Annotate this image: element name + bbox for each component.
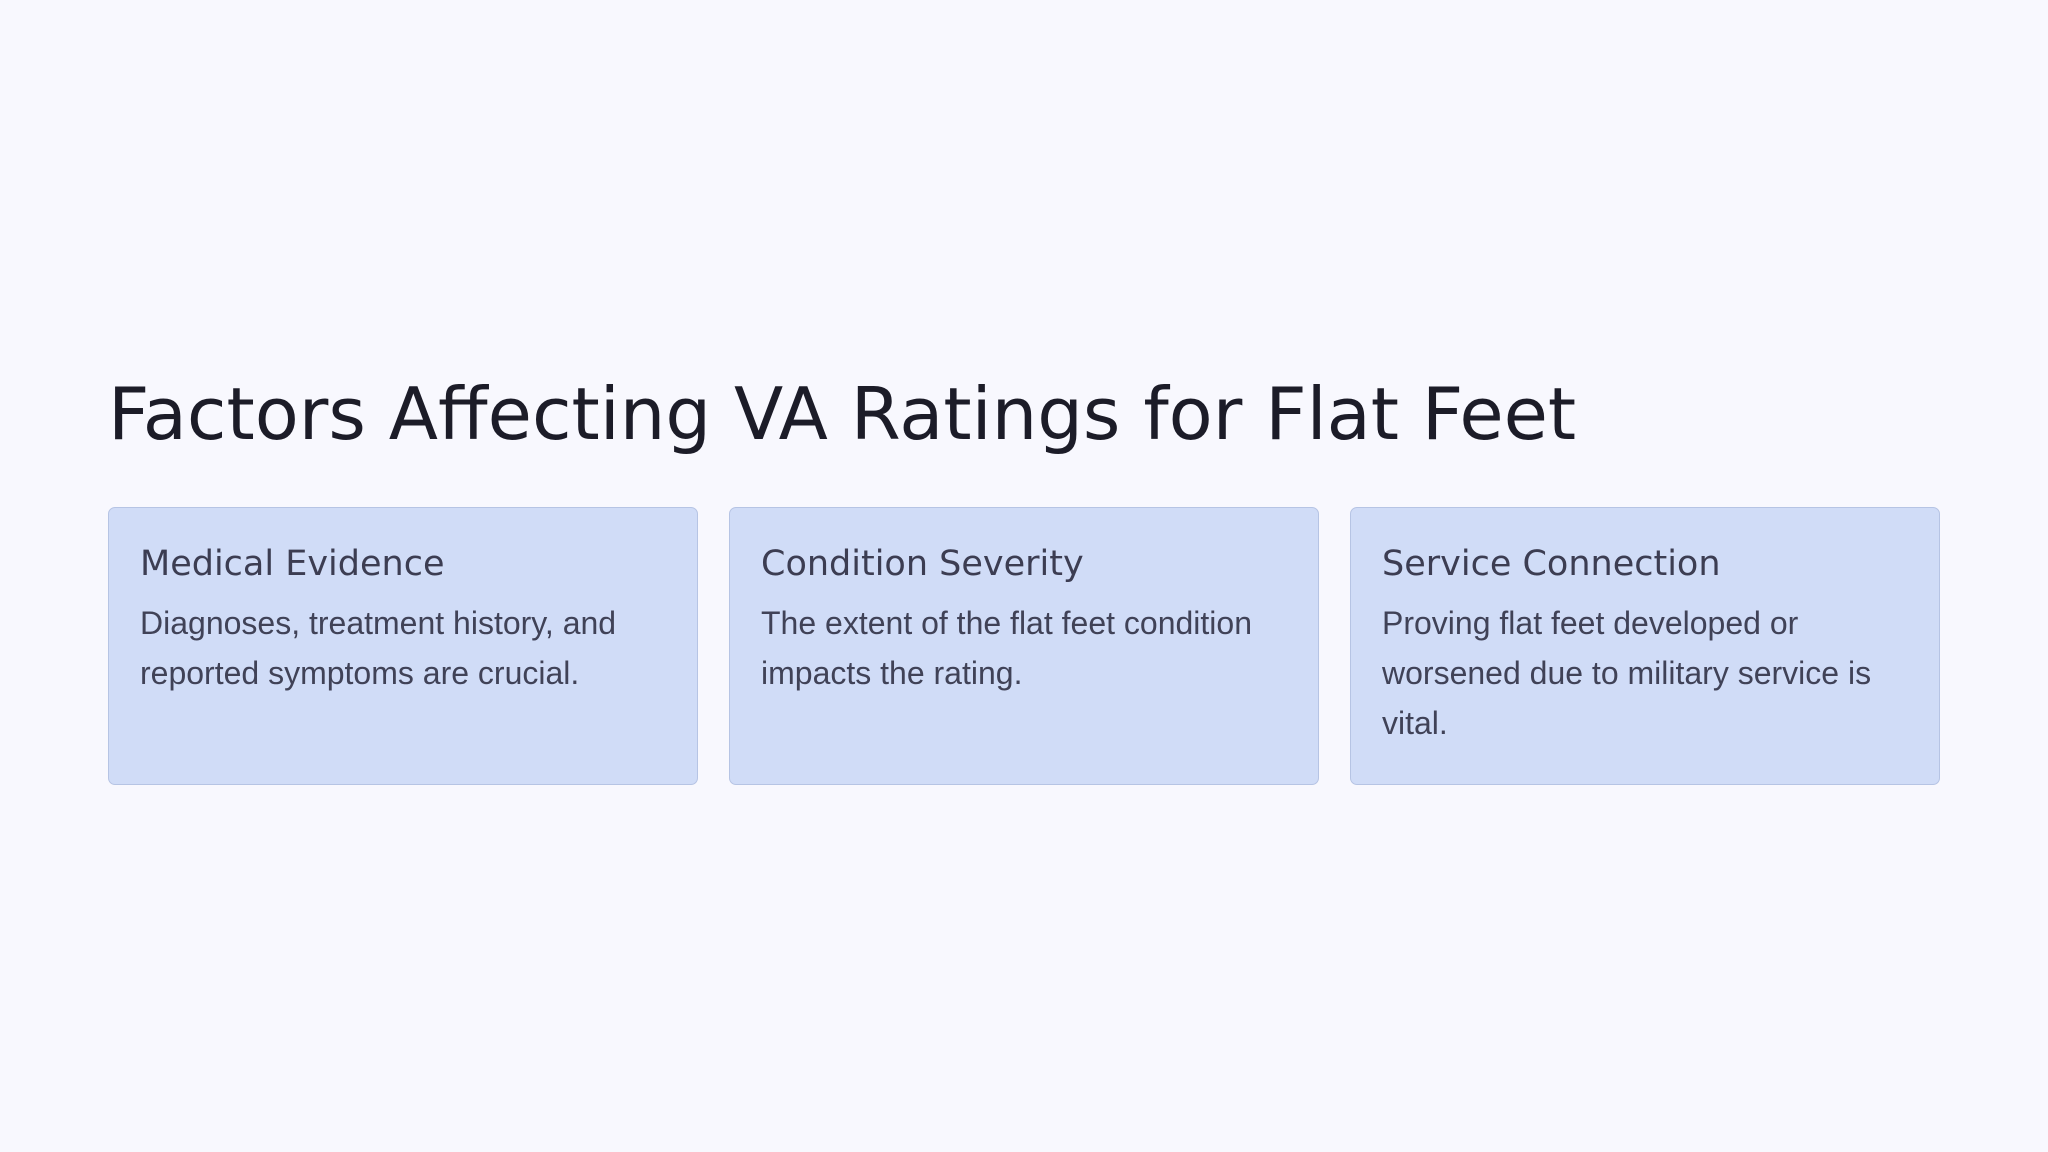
card-body: Proving flat feet developed or worsened … <box>1382 605 1872 741</box>
card-body: The extent of the flat feet condition im… <box>761 605 1252 691</box>
card-title: Medical Evidence <box>140 544 445 584</box>
factor-cards: Medical Evidence Diagnoses, treatment hi… <box>108 507 1940 785</box>
card-body: Diagnoses, treatment history, and report… <box>140 605 617 691</box>
card-medical-evidence: Medical Evidence Diagnoses, treatment hi… <box>108 507 698 785</box>
card-condition-severity: Condition Severity The extent of the fla… <box>729 507 1319 785</box>
card-title: Service Connection <box>1382 544 1721 584</box>
card-service-connection: Service Connection Proving flat feet dev… <box>1350 507 1940 785</box>
card-title: Condition Severity <box>761 544 1084 584</box>
page-title: Factors Affecting VA Ratings for Flat Fe… <box>108 372 1577 456</box>
slide: Factors Affecting VA Ratings for Flat Fe… <box>108 364 1940 785</box>
